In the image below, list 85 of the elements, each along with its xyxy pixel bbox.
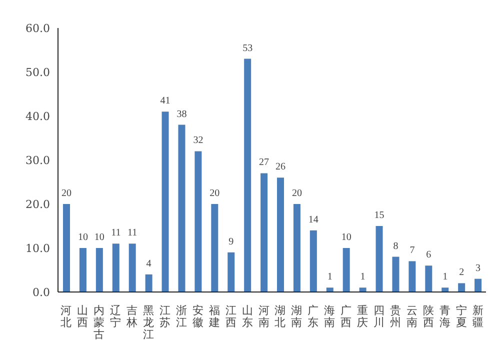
- data-label: 7: [410, 245, 415, 256]
- data-label: 15: [374, 210, 384, 221]
- data-label: 4: [146, 258, 152, 270]
- y-tick-label: 10.0: [26, 242, 50, 255]
- x-tick-label: 青海: [439, 304, 450, 329]
- x-tick-label: 陕西: [422, 304, 434, 329]
- bar: [112, 244, 120, 292]
- x-tick-label: 重庆: [357, 304, 368, 329]
- x-tick-label: 浙江: [176, 304, 187, 329]
- bar: [293, 204, 300, 292]
- data-label: 32: [193, 135, 204, 146]
- bar: [392, 256, 400, 292]
- x-tick-label: 云南: [406, 304, 418, 329]
- x-tick-label: 福建: [208, 304, 220, 329]
- bar: [260, 173, 268, 292]
- bar: [310, 230, 317, 292]
- x-tick-label: 湖北: [274, 304, 286, 329]
- x-tick-label: 内蒙古: [94, 304, 105, 341]
- x-tick-label: 山西: [77, 304, 88, 329]
- bar: [63, 204, 70, 292]
- x-tick-label: 江西: [225, 304, 236, 329]
- bar: [128, 244, 136, 292]
- data-label: 11: [128, 228, 138, 239]
- data-label: 1: [327, 272, 332, 283]
- x-tick-label: 广西: [340, 304, 352, 329]
- bar: [342, 248, 350, 292]
- data-label: 6: [426, 250, 432, 261]
- x-tick-label: 山东: [242, 304, 253, 329]
- bar: [359, 288, 366, 292]
- x-tick-label: 贵州: [390, 304, 401, 329]
- bar: [96, 248, 103, 292]
- bar: [194, 151, 202, 292]
- y-tick-label: 30.0: [26, 154, 50, 167]
- data-label: 53: [242, 42, 253, 54]
- x-tick-label: 河北: [60, 304, 72, 329]
- bar: [211, 204, 218, 292]
- y-tick-label: 50.0: [26, 66, 50, 79]
- bar: [162, 112, 169, 292]
- data-label: 20: [62, 188, 72, 199]
- bar: [244, 58, 252, 292]
- data-label: 10: [78, 232, 88, 243]
- x-tick-label: 安徽: [192, 304, 204, 329]
- x-tick-label: 河南: [258, 304, 270, 329]
- data-label: 9: [228, 236, 234, 248]
- bar: [178, 124, 186, 292]
- data-label: 14: [308, 214, 318, 226]
- data-label: 11: [111, 228, 121, 239]
- x-tick-label: 宁夏: [456, 304, 467, 329]
- bar: [145, 274, 152, 292]
- data-label: 8: [393, 240, 398, 252]
- data-label: 20: [210, 188, 220, 199]
- data-label: 20: [292, 188, 302, 199]
- x-tick-label: 四川: [374, 304, 384, 329]
- data-label: 26: [276, 162, 286, 173]
- data-label: 2: [459, 267, 464, 278]
- bar: [442, 288, 449, 292]
- x-tick-label: 辽宁: [110, 304, 122, 329]
- data-label: 1: [360, 272, 366, 283]
- data-label: 38: [176, 108, 187, 120]
- y-tick-label: 60.0: [26, 22, 50, 35]
- x-tick-label: 江苏: [160, 304, 170, 329]
- bar: [474, 278, 482, 292]
- data-label: 27: [259, 157, 270, 168]
- bar: [458, 283, 466, 292]
- data-label: 41: [160, 96, 170, 107]
- y-tick-label: 40.0: [26, 110, 50, 123]
- x-tick-label: 吉林: [126, 304, 138, 329]
- y-tick-label: 20.0: [26, 198, 50, 211]
- data-label: 10: [94, 232, 104, 243]
- bar: [376, 226, 383, 292]
- bar: [408, 261, 416, 292]
- bar: [326, 288, 334, 292]
- y-tick-label: 0.0: [32, 286, 50, 299]
- x-tick-label: 湖南: [291, 304, 302, 329]
- data-label: 10: [341, 232, 352, 243]
- bar: [425, 266, 432, 292]
- x-tick-label: 黑龙江: [143, 304, 154, 341]
- bar: [277, 178, 284, 292]
- data-label: 3: [476, 262, 481, 274]
- bar: [79, 248, 86, 292]
- bar: [228, 252, 235, 292]
- x-tick-label: 海南: [324, 304, 336, 329]
- x-tick-label: 广东: [308, 304, 319, 329]
- data-label: 1: [442, 272, 448, 283]
- x-tick-label: 新疆: [472, 304, 484, 329]
